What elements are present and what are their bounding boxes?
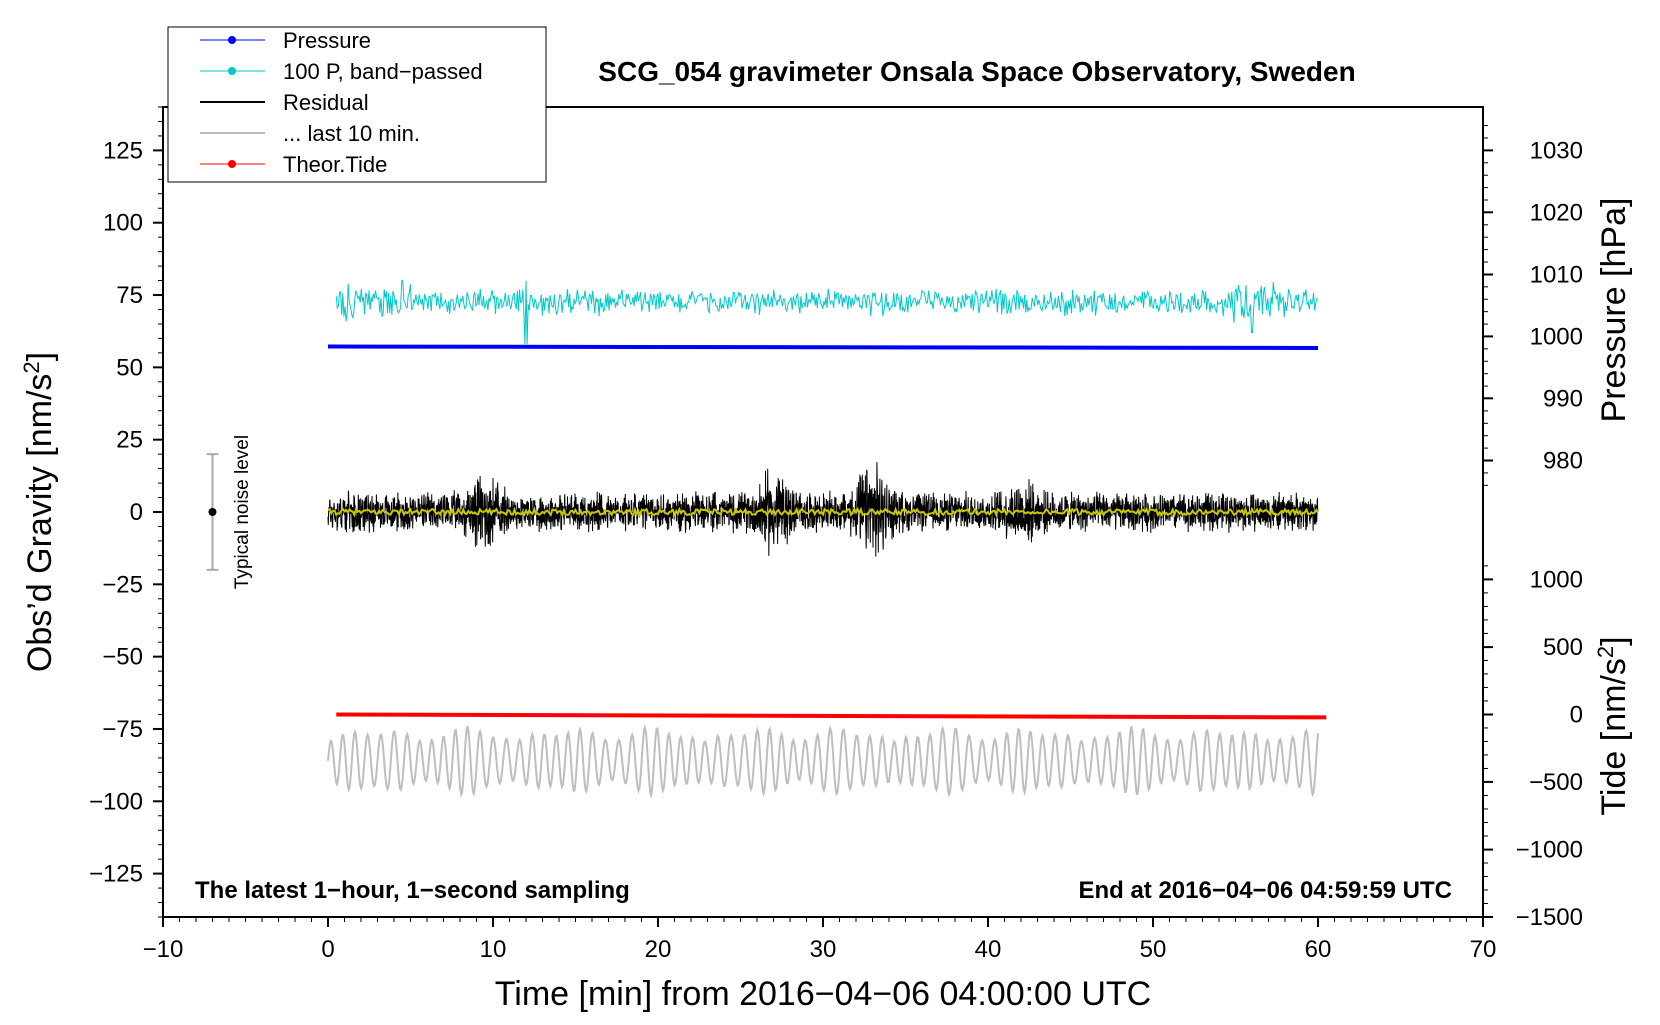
left-tick-label: −75 [102,716,143,743]
ticks-layer: −10 0 10 20 30 40 50 60 701251007550250−25−50−75… [89,106,1583,963]
tide-tick-label: 0 [1570,702,1583,729]
left-tick-label: −100 [89,788,143,815]
legend-marker [228,160,236,168]
x-tick-label: 30 [810,936,837,963]
legend-marker [228,67,236,75]
pressure-tick-label: 980 [1543,448,1583,475]
noise-center-dot [208,508,217,516]
tide-tick-label: 1000 [1530,566,1583,593]
left-tick-label: 25 [116,427,143,454]
legend-box [167,26,547,183]
tide-tick-label: −1000 [1516,837,1583,864]
x-axis-title: Time [min] from 2016−04−06 04:00:00 UTC [495,975,1151,1013]
left-axis-title-end: ] [21,352,59,361]
series-pressure-line [327,344,1319,350]
x-tick-label: 0 [321,936,334,963]
x-tick-label: 20 [645,936,672,963]
left-tick-label: −125 [89,861,143,888]
left-tick-label: −25 [102,571,143,598]
noise-marker: Typical noise level [206,435,253,589]
x-tick-label: −10 [143,936,184,963]
legend-marker [228,36,236,44]
x-tick-label: 70 [1470,936,1497,963]
left-tick-label: −50 [102,644,143,671]
series-tide-line [336,712,1327,720]
tide-axis-title: Tide [nm/s2] [1593,636,1633,815]
legend-label: 100 P, band−passed [283,59,483,84]
series-band-passed-line [335,280,1319,345]
x-tick-label: 40 [975,936,1002,963]
tide-axis-title-main: Tide [nm/s [1595,658,1633,815]
x-tick-label: 50 [1140,936,1167,963]
legend: Pressure 100 P, band−passed Residual ... la… [167,26,547,183]
tide-axis-title-sup: 2 [1593,646,1618,658]
tide-tick-label: −500 [1529,769,1583,796]
left-axis-title-sup: 2 [19,361,44,373]
legend-label: Residual [283,90,369,115]
legend-label: Pressure [283,28,371,53]
series-layer [327,280,1327,799]
left-axis-title-main: Obs’d Gravity [nm/s [21,374,59,673]
tide-tick-label: 500 [1543,634,1583,661]
pressure-tick-label: 1000 [1530,323,1583,350]
pressure-axis-title: Pressure [hPa] [1595,198,1633,423]
noise-marker-label: Typical noise level [232,435,253,589]
pressure-tick-label: 1010 [1530,261,1583,288]
left-tick-label: 0 [130,499,143,526]
legend-label: Theor.Tide [283,152,387,177]
legend-label: ... last 10 min. [283,121,420,146]
left-tick-label: 50 [116,354,143,381]
series-last-10-min-line [327,724,1319,799]
x-tick-label: 10 [480,936,507,963]
pressure-tick-label: 1020 [1530,199,1583,226]
tide-tick-label: −1500 [1516,904,1583,931]
footnote-left: The latest 1−hour, 1−second sampling [195,877,630,904]
series-residual-smoothed-line [327,505,1319,518]
left-tick-label: 100 [103,210,143,237]
pressure-tick-label: 990 [1543,385,1583,412]
footnote-right: End at 2016−04−06 04:59:59 UTC [1078,877,1452,904]
left-axis-title: Obs’d Gravity [nm/s2] [19,352,59,672]
pressure-tick-label: 1030 [1530,137,1583,164]
series-residual-line [327,462,1319,557]
chart-title: SCG_054 gravimeter Onsala Space Observat… [598,56,1355,87]
left-tick-label: 125 [103,137,143,164]
x-tick-label: 60 [1305,936,1332,963]
left-tick-label: 75 [116,282,143,309]
tide-axis-title-end: ] [1595,636,1633,645]
